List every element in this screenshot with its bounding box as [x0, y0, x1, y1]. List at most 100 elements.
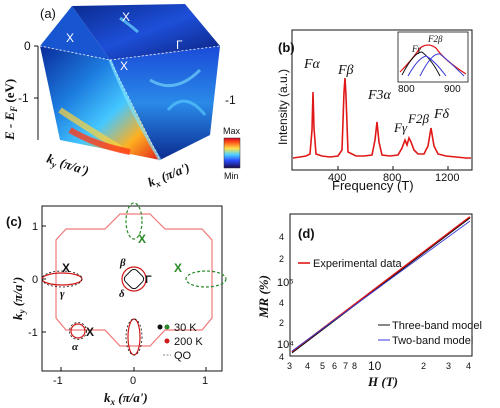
pocket-label-alpha: α — [72, 341, 79, 353]
point-label-x: X — [62, 261, 70, 275]
peak-label-f-gamma: Fγ — [393, 120, 408, 135]
b-inset: Fγ F2β 800 900 — [397, 31, 469, 95]
panel-d: (d) MR (%) H (T) 10⁵ 10⁴ 4 2 4 2 4 3 4 5… — [256, 213, 482, 389]
colorbar-min: Min — [224, 171, 239, 181]
cube-left-face-top — [40, 6, 110, 60]
d-xtick: 2 — [421, 361, 426, 371]
inset-label: Fγ — [411, 44, 421, 54]
d-xtick: 10 — [368, 359, 382, 373]
band-feature — [68, 127, 131, 155]
cube-right-face — [110, 46, 220, 160]
ky-label: ky (π/a') — [44, 151, 90, 181]
inset-xtick: 900 — [444, 84, 461, 95]
pocket-gamma-delta — [123, 268, 145, 290]
colorbar — [223, 137, 241, 169]
d-xtick: 6 — [332, 361, 337, 371]
legend-label: 30 K — [174, 322, 197, 334]
point-label-x: X — [120, 59, 128, 73]
d-ylabel: MR (%) — [256, 275, 271, 319]
c-xtick: 0 — [130, 375, 136, 387]
point-label-x: X — [86, 325, 94, 339]
a-ytick: -1 — [18, 91, 29, 105]
point-label-gamma: Γ — [145, 274, 152, 286]
legend-label: QO — [174, 350, 192, 362]
pocket-label-delta: δ — [119, 288, 125, 300]
colorbar-max: Max — [223, 126, 241, 136]
point-label-x: X — [174, 261, 182, 275]
two-band-curve — [291, 220, 471, 352]
pocket-x-right — [185, 270, 227, 288]
fft-spectrum — [292, 77, 471, 159]
b-xtick: 400 — [328, 172, 346, 184]
a-ylabel: E - EF (eV) — [2, 79, 19, 141]
c-ylabel: ky (π/a') — [10, 277, 27, 320]
pocket-x-bottom-outline — [125, 318, 143, 356]
d-legend-label: Three-band model — [392, 320, 482, 332]
peak-label-f-alpha: Fα — [303, 57, 321, 72]
point-label-x: X — [66, 31, 74, 45]
panel-a: (a) X X X Γ 0 -1 E - EF (eV) -1 ky (π/a'… — [2, 4, 241, 191]
point-label-gamma: Γ — [176, 38, 183, 52]
d-legend-label: Experimental data — [313, 258, 403, 270]
panel-d-label: (d) — [298, 226, 315, 241]
panel-b: (b) Intensity (a.u.) Frequency (T) 400 8… — [276, 29, 473, 193]
kx-label: kx (π/a') — [146, 159, 193, 191]
d-xtick: 4 — [466, 361, 471, 371]
band-feature — [149, 68, 202, 88]
peak-label-f-beta: Fβ — [337, 63, 354, 78]
b-xlabel: Frequency (T) — [332, 178, 414, 193]
d-xtick: 4 — [305, 361, 310, 371]
peak-label-f-3alpha: F3α — [367, 88, 392, 103]
pocket-x-bottom — [127, 318, 141, 356]
band-feature — [108, 59, 162, 161]
panel-c: (c) X X X X Γ β δ γ α -1 0 1 1 0 — [6, 202, 227, 407]
brillouin-zone — [55, 213, 213, 347]
d-xlabel: H (T) — [367, 374, 398, 389]
pocket-x-top — [125, 202, 143, 240]
d-xtick: 7 — [343, 361, 348, 371]
d-xtick: 3 — [287, 361, 292, 371]
b-xtick: 1200 — [435, 172, 459, 184]
b-ylabel: Intensity (a.u.) — [276, 69, 290, 145]
panel-c-label: (c) — [6, 214, 22, 229]
inset-xtick: 800 — [398, 84, 415, 95]
d-ytick: 10⁵ — [277, 277, 294, 289]
point-label-x: X — [138, 232, 146, 246]
d-legend-label: Two-band model — [392, 335, 473, 347]
cube-top-face — [72, 4, 220, 60]
c-plot-frame — [41, 205, 223, 372]
inset-label: F2β — [427, 34, 443, 44]
c-legend: 30 K 200 K QO — [157, 322, 203, 362]
peak-label-f-2beta: F2β — [407, 111, 429, 126]
d-ytick: 10⁴ — [277, 339, 294, 351]
point-label-x: X — [122, 10, 130, 24]
d-ytick-minor: 2 — [279, 254, 284, 264]
a-right-tick: -1 — [225, 93, 236, 107]
peak-label-f-delta: Fδ — [433, 107, 450, 122]
band-feature — [166, 99, 207, 116]
c-ytick: 1 — [32, 221, 38, 233]
a-ytick: 0 — [24, 39, 31, 53]
pocket-label-beta: β — [119, 257, 126, 269]
d-xtick: 3 — [446, 361, 451, 371]
pocket-label-gamma: γ — [60, 288, 65, 300]
panel-a-label: (a) — [40, 6, 56, 21]
pocket-alpha — [70, 323, 86, 339]
b-plot-frame — [291, 29, 473, 171]
d-xtick: 5 — [320, 361, 325, 371]
c-xtick: -1 — [53, 375, 63, 387]
band-feature — [58, 107, 122, 151]
d-ytick-minor: 4 — [279, 232, 284, 242]
band-feature — [119, 16, 139, 34]
d-xtick: 8 — [352, 361, 357, 371]
c-ytick: -1 — [28, 327, 38, 339]
c-xtick: 1 — [202, 375, 208, 387]
d-ytick-minor: 4 — [279, 352, 284, 362]
legend-label: 200 K — [174, 336, 203, 348]
c-ytick: 0 — [32, 274, 38, 286]
panel-b-label: (b) — [278, 40, 295, 55]
d-ytick-minor: 4 — [279, 298, 284, 308]
b-xtick: 800 — [383, 172, 401, 184]
pocket-gamma-beta — [121, 266, 147, 292]
